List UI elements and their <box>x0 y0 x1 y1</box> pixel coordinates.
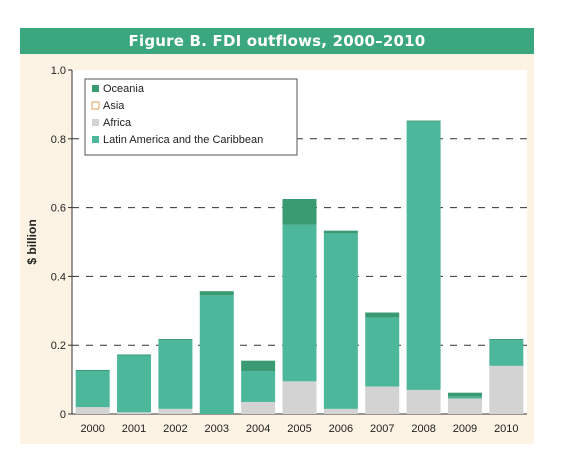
x-tick-label-2007: 2007 <box>370 423 394 435</box>
y-axis-label: $ billion <box>25 219 39 264</box>
bar-2006-latin-america-and-the-caribbean <box>323 233 358 409</box>
bar-2001-latin-america-and-the-caribbean <box>117 355 152 413</box>
bar-2002-latin-america-and-the-caribbean <box>158 340 193 409</box>
x-tick-label-2006: 2006 <box>329 423 353 435</box>
y-tick-label-3: 0.6 <box>51 203 66 215</box>
bar-2010-oceania <box>489 339 524 341</box>
chart-title: Figure B. FDI outflows, 2000–2010 <box>128 32 426 50</box>
y-tick-label-0: 0 <box>60 409 66 421</box>
bar-2006-oceania <box>323 230 358 234</box>
y-tick-label-2: 0.4 <box>51 271 66 283</box>
bar-2009-oceania <box>447 392 482 397</box>
x-tick-label-2000: 2000 <box>80 423 104 435</box>
y-tick-label-5: 1.0 <box>51 65 66 77</box>
x-tick-label-2002: 2002 <box>163 423 187 435</box>
chart-title-bar: Figure B. FDI outflows, 2000–2010 <box>20 28 534 54</box>
bar-2002-africa <box>158 408 193 414</box>
y-tick-label-1: 0.2 <box>51 340 66 352</box>
bar-2008-africa <box>406 389 441 414</box>
x-tick-label-2008: 2008 <box>411 423 435 435</box>
bar-2004-africa <box>241 401 276 414</box>
x-tick-label-2004: 2004 <box>246 423 270 435</box>
bar-2000-latin-america-and-the-caribbean <box>75 371 110 408</box>
legend-box <box>84 78 298 156</box>
bar-2007-africa <box>365 386 400 414</box>
bar-2007-latin-america-and-the-caribbean <box>365 317 400 387</box>
x-tick-label-2003: 2003 <box>205 423 229 435</box>
legend-swatch-africa <box>92 119 99 126</box>
bar-2007-oceania <box>365 312 400 318</box>
bar-2000-africa <box>75 407 110 414</box>
legend-swatch-oceania <box>92 85 99 92</box>
x-tick-label-2005: 2005 <box>287 423 311 435</box>
bar-2000-oceania <box>75 369 110 371</box>
bar-2009-latin-america-and-the-caribbean <box>447 396 482 399</box>
bar-2004-latin-america-and-the-caribbean <box>241 371 276 402</box>
y-tick-label-4: 0.8 <box>51 134 66 146</box>
x-tick-label-2010: 2010 <box>494 423 518 435</box>
bar-2005-latin-america-and-the-caribbean <box>282 224 317 382</box>
bar-2010-latin-america-and-the-caribbean <box>489 340 524 366</box>
legend-label-oceania: Oceania <box>103 83 145 95</box>
x-tick-label-2009: 2009 <box>453 423 477 435</box>
legend-label-asia: Asia <box>103 100 125 112</box>
x-tick-label-2001: 2001 <box>122 423 146 435</box>
bar-2006-africa <box>323 408 358 414</box>
bar-2003-latin-america-and-the-caribbean <box>199 295 234 414</box>
bar-2010-africa <box>489 365 524 414</box>
bar-2005-africa <box>282 381 317 414</box>
bar-2008-oceania <box>406 120 441 122</box>
bar-2002-oceania <box>158 339 193 341</box>
bar-2001-oceania <box>117 354 152 356</box>
legend-label-africa: Africa <box>103 117 132 129</box>
bar-2005-oceania <box>282 199 317 225</box>
bar-2008-latin-america-and-the-caribbean <box>406 121 441 390</box>
legend-label-latin-america-and-the-caribbean: Latin America and the Caribbean <box>103 134 263 146</box>
bar-2009-africa <box>447 398 482 414</box>
legend-swatch-latin-america-and-the-caribbean <box>92 136 99 143</box>
bar-2004-oceania <box>241 360 276 371</box>
bar-2001-africa <box>117 412 152 414</box>
legend-swatch-asia <box>91 101 100 110</box>
bar-2003-oceania <box>199 291 234 296</box>
